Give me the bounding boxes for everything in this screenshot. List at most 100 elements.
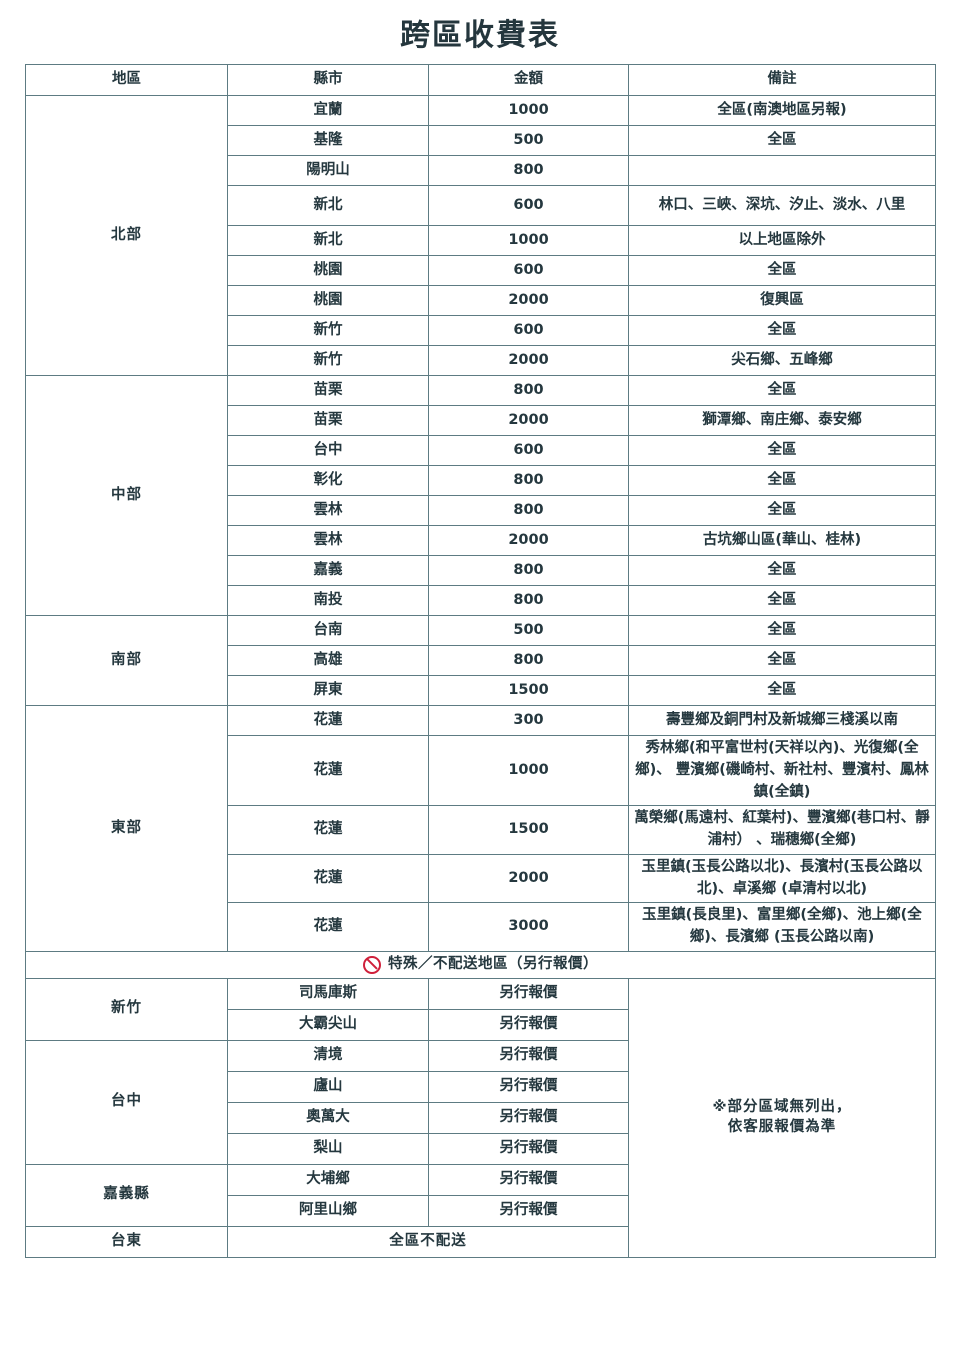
header-amount: 金額 — [428, 64, 629, 96]
table-row: 奧萬大 另行報價 — [26, 1101, 936, 1134]
amount-cell: 500 — [428, 125, 629, 156]
city-cell: 苗栗 — [227, 405, 429, 436]
table-row: 大霸尖山 另行報價 — [26, 1008, 936, 1041]
remark-cell: 復興區 — [628, 285, 936, 316]
special-city-cell: 大霸尖山 — [227, 1008, 429, 1041]
table-row: 南部 台南 500 全區 — [25, 615, 936, 706]
city-cell: 花蓮 — [227, 734, 429, 807]
special-section-banner: 特殊／不配送地區（另行報價） — [25, 950, 936, 979]
table-row: 北部 宜蘭 1000 全區(南澳地區另報) — [25, 95, 936, 376]
table-row: 台東 全區不配送 — [25, 1225, 936, 1258]
city-cell: 屏東 — [227, 675, 429, 706]
table-header-row: 地區 縣市 金額 備註 — [25, 64, 936, 96]
city-cell: 桃園 — [227, 285, 429, 316]
amount-cell: 1500 — [428, 675, 629, 706]
table-row: 苗栗 2000 獅潭鄉、南庄鄉、泰安鄉 — [26, 405, 936, 436]
special-city-cell: 清境 — [227, 1039, 429, 1072]
table-row: 阿里山鄉 另行報價 — [26, 1194, 936, 1227]
amount-cell: 1500 — [428, 805, 629, 855]
table-row: 新竹 600 全區 — [26, 315, 936, 346]
table-row: 雲林 2000 古坑鄉山區(華山、桂林) — [26, 525, 936, 556]
remark-cell: 全區 — [628, 435, 936, 466]
city-cell: 桃園 — [227, 255, 429, 286]
table-row: 雲林 800 全區 — [26, 495, 936, 526]
cross-region-fee-table: 地區 縣市 金額 備註 北部 宜蘭 1000 全區(南澳地區另報) 基隆 500… — [25, 64, 936, 1258]
taitung-no-delivery: 全區不配送 — [227, 1225, 629, 1258]
remark-cell: 全區 — [628, 315, 936, 346]
remark-cell: 全區 — [628, 615, 936, 646]
amount-cell: 800 — [428, 555, 629, 586]
table-row: 新竹 2000 尖石鄉、五峰鄉 — [26, 345, 936, 376]
remark-cell — [628, 155, 936, 186]
table-row: 新竹 司馬庫斯 另行報價 ※部分區域無列出， 依客服報價為準 — [25, 977, 936, 1258]
amount-cell: 2000 — [428, 405, 629, 436]
header-city: 縣市 — [227, 64, 429, 96]
amount-cell: 2000 — [428, 525, 629, 556]
amount-cell: 2000 — [428, 345, 629, 376]
amount-cell: 800 — [428, 465, 629, 496]
city-cell: 花蓮 — [227, 705, 429, 736]
special-note: ※部分區域無列出， 依客服報價為準 — [628, 977, 936, 1258]
remark-cell: 全區 — [628, 675, 936, 706]
special-region-label: 台中 — [25, 1039, 228, 1165]
city-cell: 宜蘭 — [227, 95, 429, 126]
amount-cell: 600 — [428, 435, 629, 466]
special-region-label: 台東 — [25, 1225, 228, 1258]
city-cell: 高雄 — [227, 645, 429, 676]
table-row: 台中 清境 另行報價 — [25, 1039, 936, 1165]
amount-cell: 600 — [428, 185, 629, 226]
table-row: 廬山 另行報價 — [26, 1070, 936, 1103]
special-amount-cell: 另行報價 — [428, 977, 629, 1010]
table-row: 新北 600 林口、三峽、深坑、汐止、淡水、八里 — [26, 185, 936, 226]
remark-cell: 全區 — [628, 255, 936, 286]
header-remark: 備註 — [628, 64, 936, 96]
table-row: 陽明山 800 — [26, 155, 936, 186]
special-banner-label: 特殊／不配送地區（另行報價） — [388, 955, 598, 972]
table-row: 基隆 500 全區 — [26, 125, 936, 156]
amount-cell: 1000 — [428, 225, 629, 256]
table-row: 彰化 800 全區 — [26, 465, 936, 496]
special-amount-cell: 另行報價 — [428, 1194, 629, 1227]
table-row: 南投 800 全區 — [26, 585, 936, 616]
city-cell: 南投 — [227, 585, 429, 616]
special-city-cell: 梨山 — [227, 1132, 429, 1165]
remark-cell: 萬榮鄉(馬遠村、紅葉村)、豐濱鄉(巷口村、靜浦村） 、瑞穗鄉(全鄉) — [628, 805, 936, 855]
table-row: 東部 花蓮 300 壽豐鄉及銅門村及新城鄉三棧溪以南 — [25, 705, 936, 952]
city-cell: 花蓮 — [227, 853, 429, 904]
table-row: 花蓮 1500 萬榮鄉(馬遠村、紅葉村)、豐濱鄉(巷口村、靜浦村） 、瑞穗鄉(全… — [26, 805, 936, 855]
table-row: 嘉義 800 全區 — [26, 555, 936, 586]
amount-cell: 2000 — [428, 285, 629, 316]
special-region-label: 新竹 — [25, 977, 228, 1041]
special-amount-cell: 另行報價 — [428, 1163, 629, 1196]
remark-cell: 秀林鄉(和平富世村(天祥以內)、光復鄉(全鄉)、 豐濱鄉(磯崎村、新社村、豐濱村… — [628, 734, 936, 807]
region-label: 中部 — [25, 375, 228, 616]
city-cell: 苗栗 — [227, 375, 429, 406]
remark-cell: 全區 — [628, 125, 936, 156]
table-row: 花蓮 1000 秀林鄉(和平富世村(天祥以內)、光復鄉(全鄉)、 豐濱鄉(磯崎村… — [26, 734, 936, 807]
table-row: 花蓮 2000 玉里鎮(玉長公路以北)、長濱村(玉長公路以北)、卓溪鄉 (卓清村… — [26, 853, 936, 904]
special-city-cell: 廬山 — [227, 1070, 429, 1103]
city-cell: 花蓮 — [227, 902, 429, 952]
special-amount-cell: 另行報價 — [428, 1070, 629, 1103]
special-banner-cell: 特殊／不配送地區（另行報價） — [25, 950, 936, 979]
city-cell: 雲林 — [227, 525, 429, 556]
amount-cell: 500 — [428, 615, 629, 646]
special-city-cell: 司馬庫斯 — [227, 977, 429, 1010]
table-row: 桃園 2000 復興區 — [26, 285, 936, 316]
remark-cell: 玉里鎮(長良里)、富里鄉(全鄉)、池上鄉(全鄉)、長濱鄉 (玉長公路以南) — [628, 902, 936, 952]
amount-cell: 800 — [428, 585, 629, 616]
city-cell: 彰化 — [227, 465, 429, 496]
city-cell: 新北 — [227, 225, 429, 256]
remark-cell: 壽豐鄉及銅門村及新城鄉三棧溪以南 — [628, 705, 936, 736]
special-city-cell: 奧萬大 — [227, 1101, 429, 1134]
amount-cell: 1000 — [428, 734, 629, 807]
table-row: 嘉義縣 大埔鄉 另行報價 — [25, 1163, 936, 1227]
city-cell: 雲林 — [227, 495, 429, 526]
remark-cell: 全區 — [628, 555, 936, 586]
remark-cell: 玉里鎮(玉長公路以北)、長濱村(玉長公路以北)、卓溪鄉 (卓清村以北) — [628, 853, 936, 904]
amount-cell: 800 — [428, 495, 629, 526]
table-row: 台中 600 全區 — [26, 435, 936, 466]
remark-cell: 全區 — [628, 375, 936, 406]
remark-cell: 林口、三峽、深坑、汐止、淡水、八里 — [628, 185, 936, 226]
